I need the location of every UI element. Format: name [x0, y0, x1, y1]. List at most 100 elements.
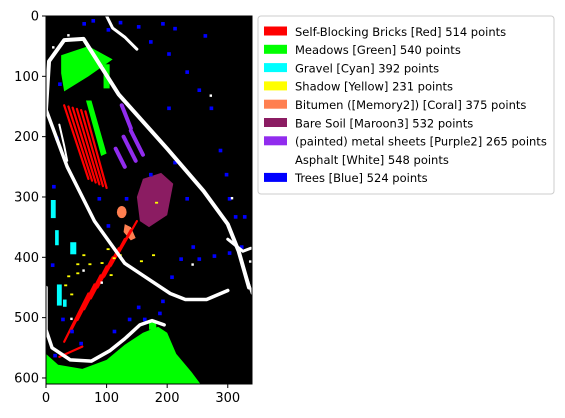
shadow-patch	[152, 254, 156, 257]
tree-patch	[127, 317, 132, 322]
bricks-stripe	[116, 220, 138, 256]
tree-patch	[97, 196, 102, 201]
legend-swatch	[264, 136, 287, 146]
y-tick-label: 200	[14, 130, 39, 145]
legend-label: Self-Blocking Bricks [Red] 514 points	[295, 25, 506, 39]
gravel-region	[56, 284, 62, 306]
tree-patch	[179, 257, 183, 261]
meadows-region	[61, 46, 113, 92]
tree-patch	[239, 245, 244, 249]
bricks-stripe	[63, 292, 90, 343]
legend-swatch	[264, 99, 287, 109]
legend-swatch	[264, 26, 287, 36]
metal-sheets-region	[119, 103, 133, 131]
tree-patch	[209, 106, 214, 111]
tree-patch	[167, 106, 171, 111]
tree-patch	[50, 263, 55, 267]
gravel-region	[62, 299, 67, 307]
meadows-patch	[149, 322, 157, 330]
tree-patch	[106, 224, 111, 228]
tree-patch	[233, 215, 238, 219]
tree-patch	[52, 184, 56, 189]
asphalt-road	[226, 237, 252, 253]
x-tick-label: 100	[94, 391, 119, 406]
bricks-stripe	[84, 110, 108, 190]
tree-patch	[124, 196, 129, 201]
asphalt-road	[58, 123, 69, 162]
tree-patch	[161, 299, 165, 304]
tree-patch	[53, 353, 57, 358]
y-tick-label: 600	[14, 371, 39, 386]
plot-area	[46, 16, 252, 384]
tree-patch	[173, 26, 177, 31]
legend-label: Trees [Blue] 524 points	[294, 171, 428, 185]
legend: Self-Blocking Bricks [Red] 514 points Mea…	[257, 15, 555, 195]
bricks-stripe	[71, 106, 97, 184]
classification-map	[46, 16, 252, 384]
tree-patch	[191, 245, 196, 249]
legend-swatch	[264, 118, 287, 127]
tree-patch	[149, 40, 153, 44]
tree-patch	[173, 160, 177, 165]
tree-patch	[185, 70, 189, 74]
metal-sheets-region	[113, 146, 127, 169]
legend-label: Shadow [Yellow] 231 points	[295, 80, 453, 94]
shadow-patch	[106, 248, 110, 251]
asphalt-road	[244, 274, 252, 295]
shadow-patch	[67, 275, 71, 278]
legend-swatch	[264, 154, 287, 164]
gravel-region	[55, 230, 59, 246]
tree-patch	[118, 20, 123, 25]
legend-swatch	[264, 44, 287, 54]
gravel-region	[50, 200, 56, 219]
asphalt-road	[46, 107, 230, 302]
asphalt-patch	[248, 260, 252, 263]
tree-patch	[242, 215, 247, 219]
shadow-patch	[70, 293, 74, 296]
shadow-patch	[100, 262, 104, 264]
tree-patch	[58, 82, 62, 86]
tree-patch	[158, 311, 162, 316]
shadow-patch	[76, 263, 80, 266]
tree-patch	[106, 28, 111, 32]
tree-patch	[61, 317, 65, 322]
asphalt-road	[46, 36, 251, 290]
bricks-stripe	[63, 104, 90, 180]
tree-patch	[170, 275, 174, 280]
shadow-patch	[112, 257, 116, 260]
tree-patch	[70, 329, 74, 334]
legend-swatch	[264, 172, 287, 182]
legend-swatch	[264, 63, 287, 73]
gravel-region	[70, 242, 77, 255]
asphalt-patch	[209, 94, 213, 97]
tree-patch	[197, 88, 202, 93]
shadow-patch	[76, 272, 80, 275]
tree-patch	[224, 172, 229, 177]
y-tick-label: 100	[14, 70, 39, 85]
tree-patch	[197, 257, 202, 261]
tree-patch	[112, 329, 117, 334]
tree-patch	[227, 196, 232, 201]
legend-label: Asphalt [White] 548 points	[295, 153, 449, 167]
legend-label: Gravel [Cyan] 392 points	[295, 61, 439, 75]
tree-patch	[161, 22, 165, 26]
y-tick-label: 400	[14, 251, 39, 266]
asphalt-patch	[191, 263, 194, 266]
bare-soil-region	[136, 172, 174, 228]
legend-label: (painted) metal sheets [Purple2] 265 poi…	[295, 135, 547, 149]
tree-patch	[185, 196, 189, 201]
legend-label: Bitumen ([Memory2]) [Coral] 375 points	[295, 98, 526, 112]
asphalt-patch	[67, 34, 70, 37]
tree-patch	[136, 305, 141, 310]
x-tick-label: 0	[42, 391, 50, 406]
asphalt-patch	[52, 46, 55, 49]
shadow-patch	[155, 201, 159, 204]
bricks-stripe	[80, 109, 105, 188]
metal-sheets-region	[128, 128, 145, 157]
tree-patch	[142, 317, 147, 322]
shadow-patch	[82, 254, 86, 257]
tree-patch	[149, 172, 153, 177]
meadows-region	[85, 100, 107, 156]
legend-frame	[257, 15, 555, 195]
